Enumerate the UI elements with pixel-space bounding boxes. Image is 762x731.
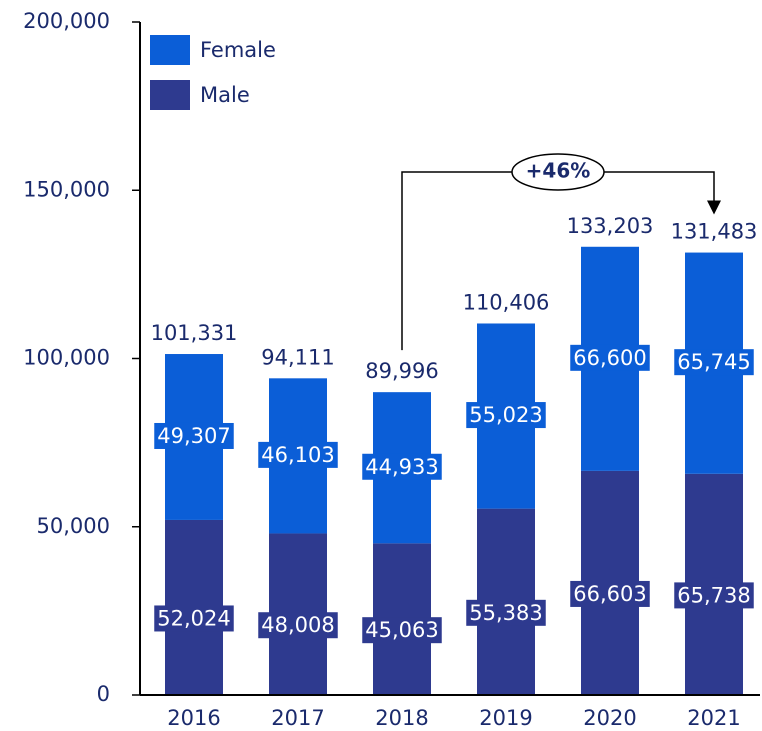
value-label-text: 45,063 — [365, 618, 438, 642]
x-tick-label: 2016 — [167, 706, 220, 730]
value-label-box — [674, 582, 754, 609]
value-label-box — [154, 605, 234, 632]
y-tick-label: 50,000 — [37, 514, 110, 538]
value-label: 55,023 — [466, 402, 546, 429]
y-tick-label: 100,000 — [23, 346, 110, 370]
x-tick-label: 2021 — [687, 706, 740, 730]
y-tick-label: 0 — [97, 682, 110, 706]
value-label: 44,933 — [362, 453, 442, 480]
value-label-box — [570, 580, 650, 607]
value-label-text: 55,023 — [469, 403, 542, 427]
value-label-text: 55,383 — [469, 601, 542, 625]
legend-label: Female — [200, 38, 276, 62]
annotation: +46% — [526, 159, 591, 183]
x-tick-label: 2019 — [479, 706, 532, 730]
value-label-text: 65,738 — [677, 583, 750, 607]
value-label: 66,600 — [570, 344, 650, 371]
value-label-text: 66,600 — [573, 346, 646, 370]
y-tick-label: 150,000 — [23, 177, 110, 201]
annotation-bubble — [511, 153, 605, 191]
value-label: 45,063 — [362, 617, 442, 644]
y-tick-label: 200,000 — [23, 9, 110, 33]
value-label-text: 52,024 — [157, 606, 230, 630]
value-label-text: 44,933 — [365, 455, 438, 479]
value-label: 65,738 — [674, 582, 754, 609]
value-label: 48,008 — [258, 612, 338, 639]
value-label-text: 66,603 — [573, 582, 646, 606]
value-label: 65,745 — [674, 349, 754, 376]
value-label-box — [674, 349, 754, 376]
legend-swatch — [150, 80, 190, 110]
value-label-box — [258, 441, 338, 468]
value-label: 55,383 — [466, 599, 546, 626]
bracket — [401, 171, 715, 351]
value-label-box — [466, 402, 546, 429]
value-label: 46,103 — [258, 441, 338, 468]
value-label-text: 48,008 — [261, 613, 334, 637]
value-label-box — [570, 344, 650, 371]
bracket-arrow — [707, 200, 721, 215]
value-label-box — [154, 422, 234, 449]
legend-label: Male — [200, 83, 250, 107]
x-tick-label: 2020 — [583, 706, 636, 730]
value-label-box — [362, 617, 442, 644]
value-label-box — [362, 453, 442, 480]
value-label-box — [258, 612, 338, 639]
value-label-text: 46,103 — [261, 443, 334, 467]
total-label: 89,996 — [365, 359, 438, 383]
value-label: 49,307 — [154, 422, 234, 449]
x-tick-label: 2017 — [271, 706, 324, 730]
total-label: 94,111 — [261, 345, 334, 369]
legend-swatch — [150, 35, 190, 65]
total-label: 133,203 — [567, 214, 654, 238]
total-label: 131,483 — [671, 220, 758, 244]
total-label: 101,331 — [151, 321, 238, 345]
value-label-text: 65,745 — [677, 350, 750, 374]
value-label-box — [466, 599, 546, 626]
total-label: 110,406 — [463, 290, 550, 314]
value-label: 66,603 — [570, 580, 650, 607]
value-label: 52,024 — [154, 605, 234, 632]
value-label-text: 49,307 — [157, 424, 230, 448]
x-tick-label: 2018 — [375, 706, 428, 730]
